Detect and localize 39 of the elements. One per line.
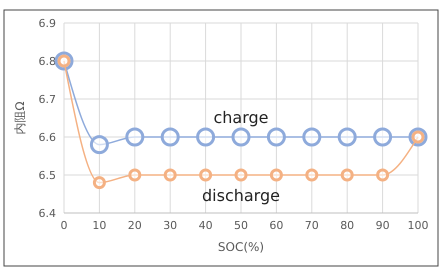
point	[373, 128, 392, 146]
point	[128, 168, 142, 182]
x-tick-label: 40	[198, 219, 213, 232]
point	[164, 168, 177, 182]
x-tick-label: 80	[340, 219, 354, 232]
x-tick-label: 100	[408, 219, 428, 232]
y-tick-label: 6.8	[38, 55, 56, 68]
point	[232, 128, 250, 146]
point	[338, 128, 357, 146]
point	[302, 128, 322, 146]
y-tick-label: 6.7	[38, 93, 56, 106]
x-tick-label: 0	[60, 219, 68, 232]
point	[376, 168, 390, 182]
point	[92, 176, 106, 190]
point	[196, 128, 216, 146]
y-tick-label: 6.4	[38, 207, 56, 220]
x-tick-label: 50	[234, 219, 248, 232]
x-tick-label: 60	[269, 219, 284, 232]
x-axis-title: SOC(%)	[218, 240, 264, 254]
point	[90, 135, 109, 154]
point	[199, 168, 212, 182]
point	[160, 128, 180, 146]
y-tick-label: 6.6	[38, 131, 56, 144]
point	[234, 168, 248, 182]
point	[125, 128, 144, 146]
point	[270, 168, 283, 182]
x-tick-label: 90	[376, 219, 390, 232]
point	[340, 168, 354, 182]
x-tick-label: 70	[304, 219, 319, 232]
y-axis-title: 内阻Ω	[13, 101, 27, 135]
y-tick-label: 6.5	[38, 169, 56, 182]
x-tick-label: 10	[92, 219, 106, 232]
point	[305, 168, 318, 182]
y-tick-label: 6.9	[38, 17, 56, 30]
x-tick-label: 20	[128, 219, 142, 232]
x-tick-label: 30	[163, 219, 178, 232]
series-label: discharge	[202, 186, 280, 205]
point	[266, 128, 286, 146]
series-label: charge	[213, 108, 269, 127]
